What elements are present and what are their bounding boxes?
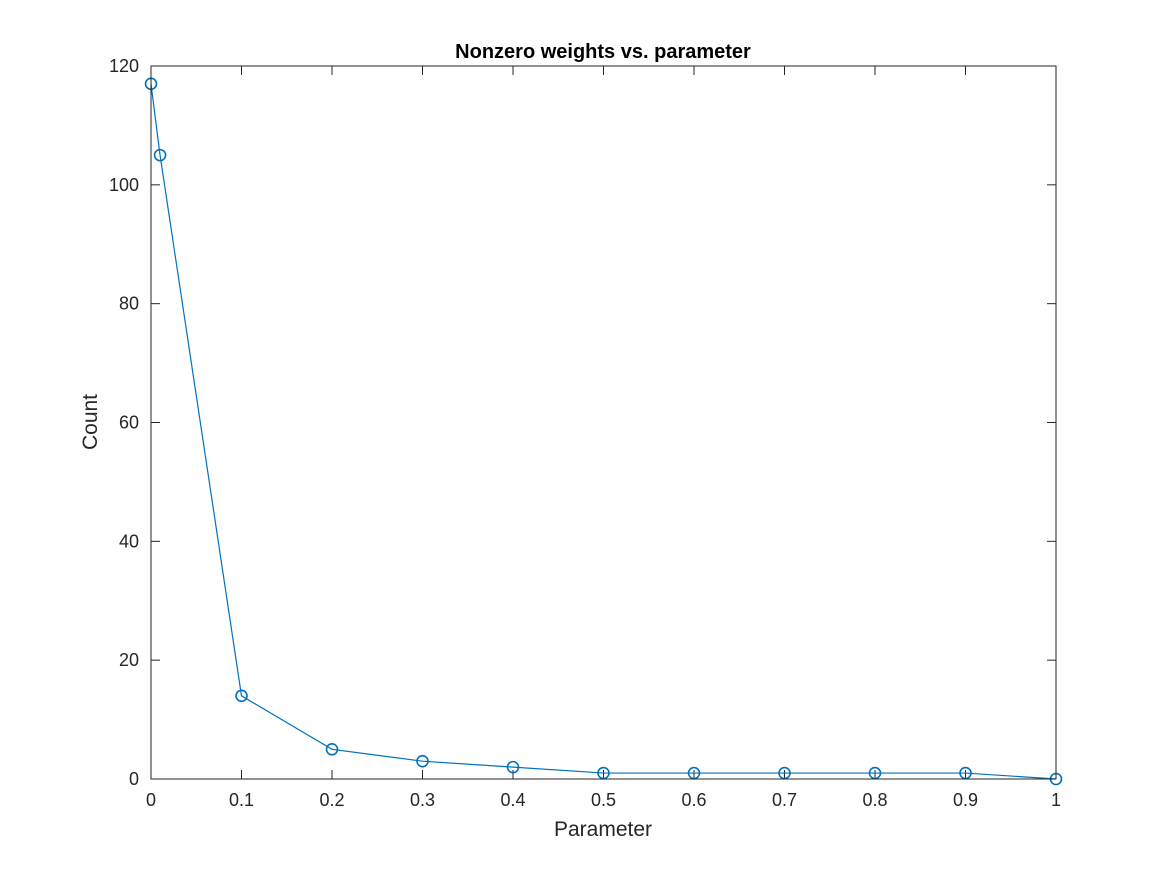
x-tick-label: 0.1	[229, 790, 254, 810]
y-tick-label: 120	[109, 56, 139, 76]
data-point	[235, 689, 248, 703]
y-tick-labels: 0 20 40 60 80 100 120	[109, 56, 139, 789]
data-point	[325, 742, 339, 756]
y-tick-label: 100	[109, 175, 139, 195]
x-tick-label: 0.8	[862, 790, 887, 810]
series-line	[150, 83, 1057, 780]
x-tick-label: 0.3	[410, 790, 435, 810]
x-tick-label: 0.4	[500, 790, 525, 810]
x-tick-label: 0	[146, 790, 156, 810]
x-tick-label: 0.2	[319, 790, 344, 810]
x-tick-label: 1	[1051, 790, 1061, 810]
x-tick-label: 0.6	[681, 790, 706, 810]
x-tick-labels: 0 0.1 0.2 0.3 0.4 0.5 0.6 0.7 0.8 0.9 1	[146, 790, 1061, 810]
chart-title: Nonzero weights vs. parameter	[455, 41, 751, 63]
y-axis-label: Count	[79, 394, 102, 450]
y-tick-label: 0	[129, 769, 139, 789]
x-axis-label: Parameter	[554, 818, 652, 841]
y-tick-label: 80	[119, 294, 139, 314]
y-tick-label: 60	[119, 413, 139, 433]
y-tick-label: 20	[119, 650, 139, 670]
data-point	[416, 754, 429, 768]
x-tick-label: 0.7	[772, 790, 797, 810]
x-tick-label: 0.5	[591, 790, 616, 810]
plot-area	[151, 66, 1056, 779]
y-tick-label: 40	[119, 531, 139, 551]
data-point	[506, 760, 520, 774]
x-tick-label: 0.9	[953, 790, 978, 810]
data-point	[153, 148, 167, 162]
axes-box	[150, 65, 1057, 780]
